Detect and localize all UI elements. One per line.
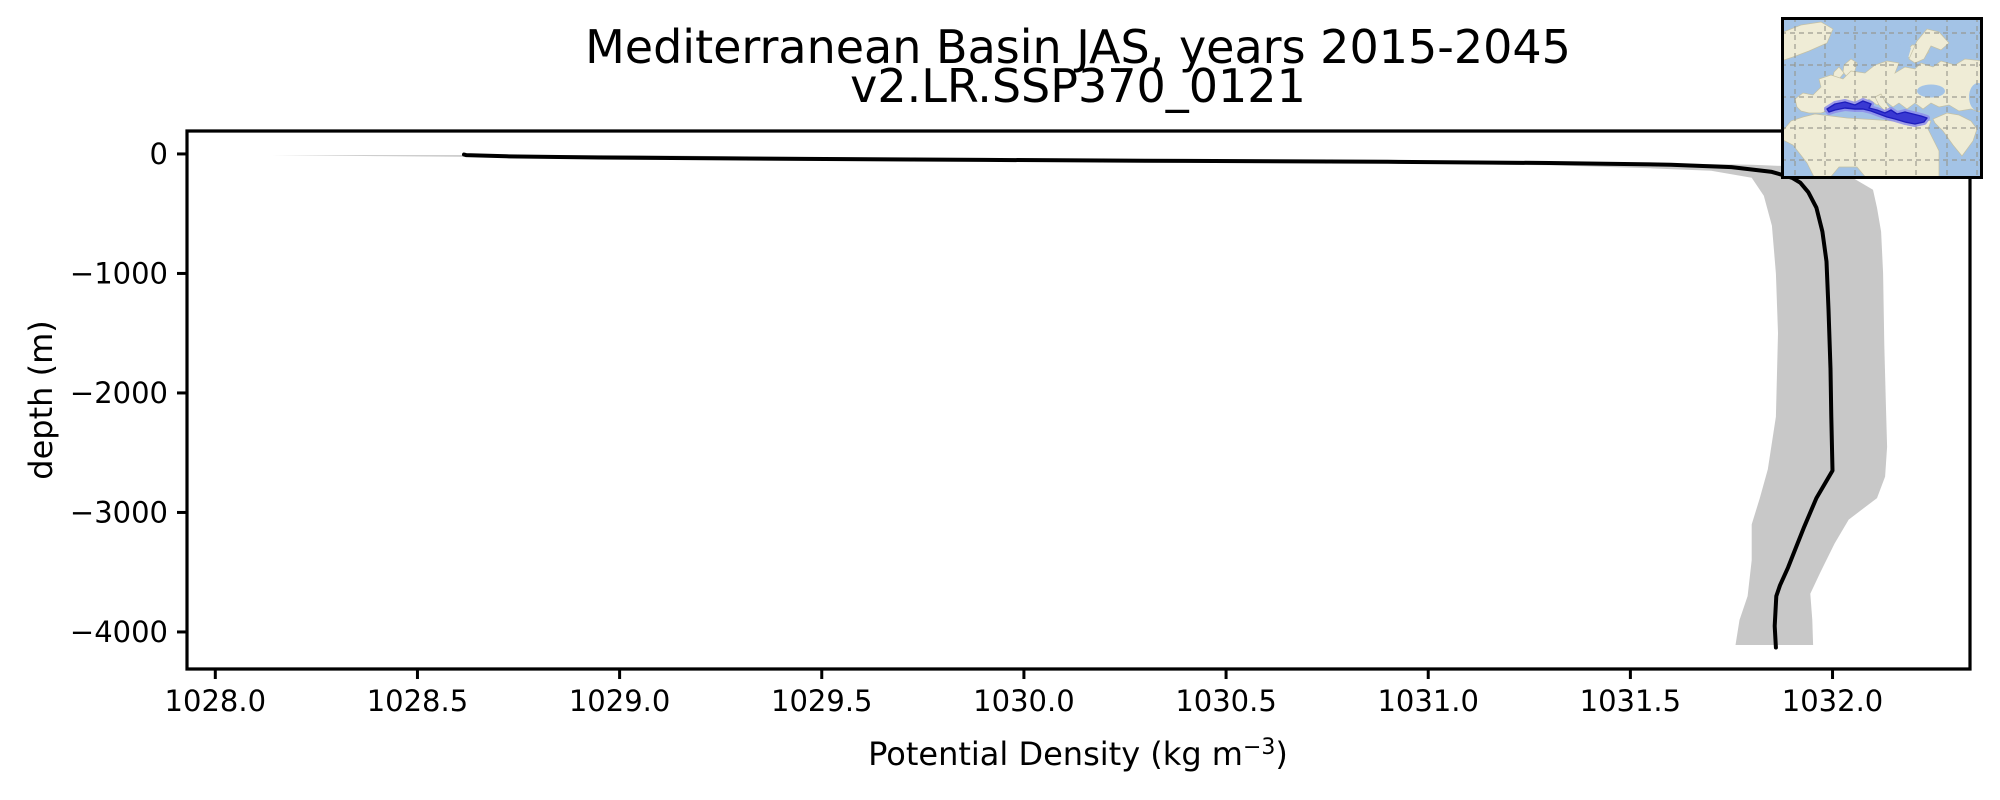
x-tick-label: 1028.0 xyxy=(165,684,266,718)
x-axis-label-text: Potential Density (kg m xyxy=(868,735,1243,773)
chart-title-line2: v2.LR.SSP370_0121 xyxy=(850,59,1306,113)
y-tick-label: −2000 xyxy=(70,376,168,410)
plot-area: 1028.0 1028.5 1029.0 1029.5 1030.0 1030.5 1031… xyxy=(70,129,1972,718)
map-caspian-sea xyxy=(1969,83,1982,111)
map-border xyxy=(1781,17,1983,179)
chart-title-line1: Mediterranean Basin JAS, years 2015-2045 xyxy=(585,20,1571,74)
std-band xyxy=(271,155,1888,645)
map-black-sea xyxy=(1917,84,1945,98)
x-tick-label: 1028.5 xyxy=(367,684,468,718)
map-mediterranean-highlight xyxy=(1826,100,1928,125)
x-axis-label-suffix: ) xyxy=(1275,735,1287,773)
y-axis-label: depth (m) xyxy=(22,320,60,479)
y-tick-label: −4000 xyxy=(70,615,168,649)
map-land-greenland xyxy=(1782,21,1834,61)
y-tick-label: −1000 xyxy=(70,256,168,290)
axes-spines xyxy=(185,129,1972,671)
x-tick-label: 1030.5 xyxy=(1175,684,1276,718)
map-land-arabia xyxy=(1932,112,1978,157)
x-axis-label: Potential Density (kg m−3) xyxy=(868,735,1288,773)
x-axis-label-superscript: −3 xyxy=(1243,735,1275,760)
x-tick-label: 1029.0 xyxy=(569,684,670,718)
y-tick-label: 0 xyxy=(150,137,168,171)
x-tick-label: 1030.0 xyxy=(973,684,1074,718)
map-baltic-sea xyxy=(1897,42,1911,62)
x-tick-label: 1032.0 xyxy=(1782,684,1883,718)
x-tick-label: 1031.5 xyxy=(1580,684,1681,718)
x-tick-label: 1031.0 xyxy=(1377,684,1478,718)
y-tick-label: −3000 xyxy=(70,495,168,529)
map-land-africa xyxy=(1782,113,1940,178)
inset-map-mediterranean xyxy=(1781,17,1983,179)
x-tick-label: 1029.5 xyxy=(771,684,872,718)
map-land-scandinavia xyxy=(1908,28,1950,64)
mean-profile-line xyxy=(462,152,1835,650)
map-content xyxy=(1782,18,1982,178)
